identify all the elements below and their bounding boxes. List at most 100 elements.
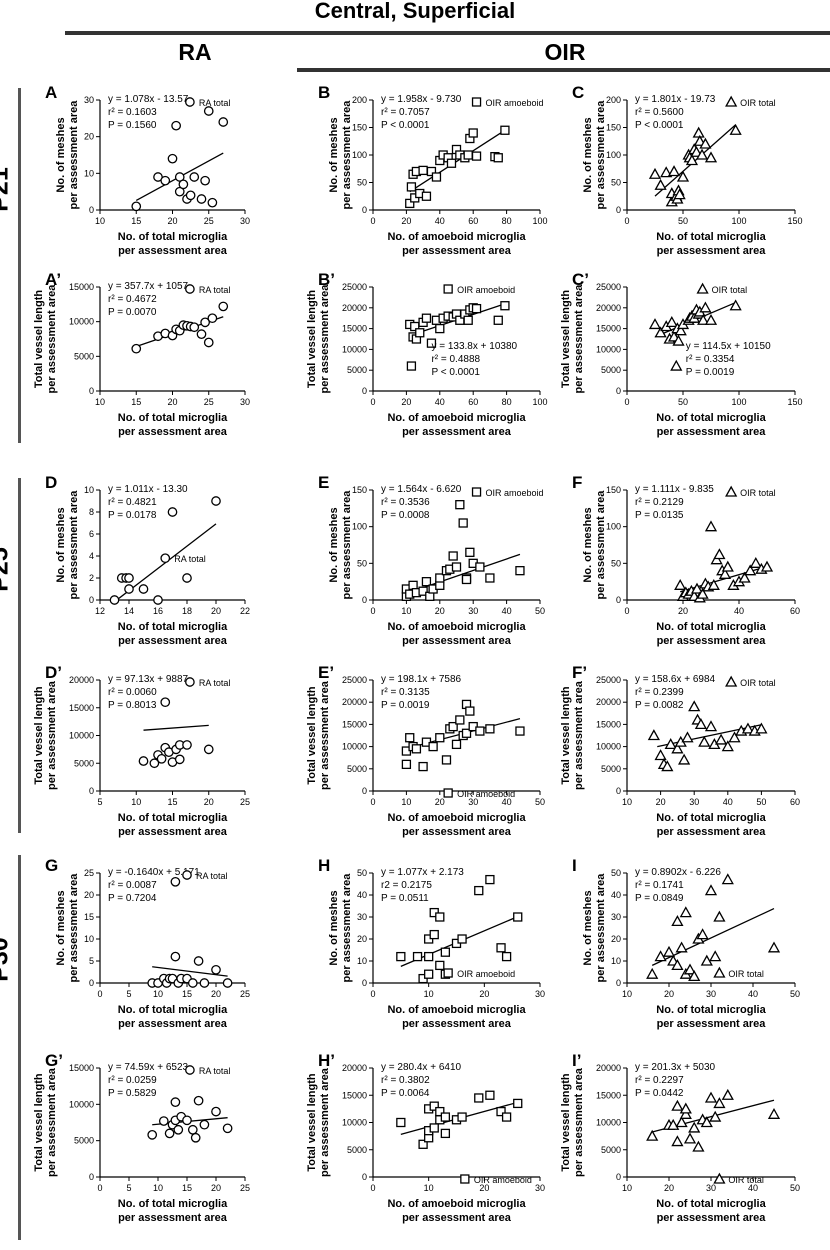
y-tick-label: 0 [616,386,621,396]
y-axis-label-line2: per assessment area [573,284,585,394]
y-tick-label: 25000 [342,675,367,685]
data-point [485,573,495,583]
data-point [461,728,472,738]
x-axis-label: No. of total microglia [656,812,766,824]
y-axis-label-line2: per assessment area [319,284,331,394]
data-point [424,969,434,979]
equation-text: y = 133.8x + 10380 [431,341,517,352]
data-point [709,1110,722,1122]
x-axis-label: No. of total microglia [656,231,766,243]
r-squared-text: r² = 0.3536 [381,497,430,508]
panel-letter: H [318,856,330,875]
data-point [131,201,142,212]
y-axis-label-line2: per assessment area [46,1067,58,1177]
x-tick-label: 60 [468,216,478,226]
p-value-text: P = 0.0019 [381,700,430,711]
data-point [182,573,192,583]
data-point [170,1097,181,1108]
data-point [729,123,742,135]
p-value-text: P = 0.0008 [381,510,430,521]
data-point [211,964,221,975]
data-point [170,876,181,887]
data-point [196,194,207,204]
data-point [692,126,705,138]
data-point [760,560,774,572]
data-point [704,884,718,896]
y-tick-label: 50 [611,868,621,878]
x-axis-label: No. of total microglia [656,1198,766,1210]
y-axis-label-line2: per assessment area [319,680,331,790]
x-tick-label: 20 [656,797,666,807]
data-point [448,721,458,732]
y-tick-label: 100 [352,522,367,532]
x-tick-label: 60 [790,797,800,807]
x-axis-label: No. of total microglia [656,1004,766,1016]
data-point [496,943,506,953]
data-point [741,722,755,734]
data-point [429,1101,439,1111]
p-value-text: P = 0.7204 [108,893,157,904]
panel-G: 0 5 10 15 20 25 0 5 10 15 20 25 No. of total microgl… [45,856,250,1030]
data-point [124,573,134,583]
data-point [501,951,512,962]
legend-label: OIR amoeboid [474,1175,532,1185]
x-tick-label: 0 [370,797,375,807]
legend-label: RA total [174,554,206,564]
data-point [704,720,718,732]
y-tick-label: 150 [606,485,621,495]
x-tick-label: 25 [240,1183,250,1193]
x-tick-label: 20 [211,606,221,616]
figure-title: Central, Superficial [314,0,516,23]
x-tick-label: 50 [790,989,800,999]
x-tick-label: 20 [401,216,411,226]
x-tick-label: 100 [731,397,746,407]
p-value-text: P = 0.1560 [108,120,157,131]
data-point [493,153,503,163]
legend-label: OIR amoeboid [457,969,515,979]
data-point [426,338,437,348]
x-axis-label-line2: per assessment area [657,1018,767,1030]
data-point [193,956,204,966]
data-point [672,334,685,346]
x-axis-label: No. of total microglia [118,1004,228,1016]
r-squared-text: r² = 0.4672 [108,294,157,305]
x-tick-label: 80 [502,397,512,407]
data-point [654,749,667,761]
y-axis-label: Total vessel length [560,686,572,784]
panel-H: 0 10 20 30 0 10 20 30 40 50 No. of amoeboid microg… [318,856,545,1030]
panel-letter: F [572,473,582,492]
y-axis-label-line2: per assessment area [341,490,353,600]
x-tick-label: 50 [790,1183,800,1193]
y-tick-label: 200 [606,95,621,105]
regression-line [143,724,209,731]
data-point [171,120,181,131]
r-squared-text: r² = 0.0087 [108,880,157,891]
x-tick-label: 40 [435,397,445,407]
data-point [418,1139,428,1149]
y-tick-label: 150 [606,123,621,133]
y-tick-label: 0 [89,386,94,396]
y-tick-label: 20000 [596,1063,621,1073]
x-tick-label: 10 [401,606,411,616]
x-axis-label-line2: per assessment area [118,635,228,647]
y-tick-label: 0 [362,786,367,796]
data-point [468,128,478,138]
data-point [699,301,712,313]
x-tick-label: 40 [748,989,758,999]
y-tick-label: 10000 [342,1118,367,1128]
data-point [696,928,709,940]
y-tick-label: 25000 [342,282,367,292]
p-value-text: P < 0.0001 [635,120,684,131]
y-axis-label: Total vessel length [33,290,45,388]
y-tick-label: 8 [89,507,94,517]
y-tick-label: 100 [606,522,621,532]
data-point [435,733,445,743]
x-tick-label: 16 [153,606,163,616]
data-point [431,172,442,182]
data-point [222,978,233,988]
y-tick-label: 20 [611,934,621,944]
x-tick-label: 10 [401,797,411,807]
data-point [174,754,185,765]
data-point [158,1116,169,1126]
data-point [729,299,742,311]
